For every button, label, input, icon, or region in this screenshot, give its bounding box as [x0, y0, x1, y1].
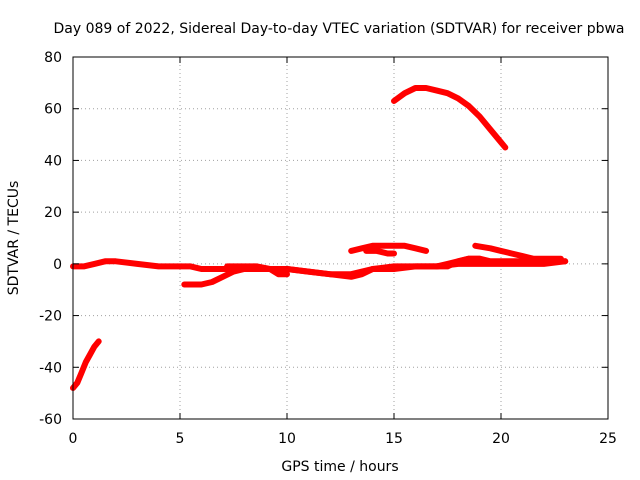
y-tick-label: -20 [39, 309, 62, 325]
series-arc-9 [433, 255, 569, 270]
series-arc-1 [70, 338, 102, 391]
series-layer [70, 85, 569, 391]
y-tick-label: -60 [39, 412, 62, 428]
y-tick-label: 80 [44, 50, 62, 66]
chart-title: Day 089 of 2022, Sidereal Day-to-day VTE… [53, 21, 624, 37]
y-tick-label: -40 [39, 360, 62, 376]
x-tick-label: 20 [492, 431, 510, 447]
y-tick-label: 0 [53, 257, 62, 273]
series-arc-5 [348, 242, 430, 254]
x-axis-label: GPS time / hours [281, 459, 398, 475]
y-tick-label: 60 [44, 102, 62, 118]
axis-ticks: 0 5 10 15 20 25 -60 -40 -20 0 20 40 60 80 [39, 50, 617, 447]
y-tick-label: 20 [44, 205, 62, 221]
y-axis-label: SDTVAR / TECUs [6, 181, 22, 296]
x-tick-label: 25 [599, 431, 617, 447]
x-tick-label: 10 [278, 431, 296, 447]
grid-lines [73, 57, 608, 419]
series-arc-7 [391, 85, 509, 151]
y-tick-label: 40 [44, 153, 62, 169]
plot-frame [72, 56, 609, 420]
series-arc-4 [224, 263, 290, 278]
series-arc-6 [363, 247, 397, 257]
x-tick-label: 5 [176, 431, 185, 447]
series-arc-8 [472, 242, 564, 262]
x-tick-label: 0 [69, 431, 78, 447]
x-tick-label: 15 [385, 431, 403, 447]
